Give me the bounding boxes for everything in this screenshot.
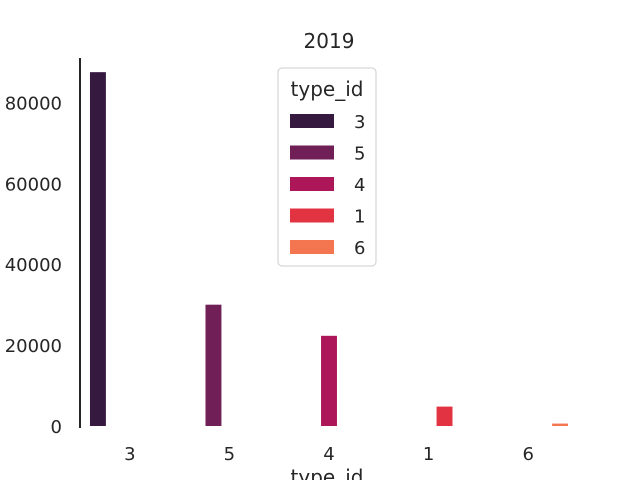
y-axis-ticks: 0 20000 40000 60000 80000 xyxy=(5,93,62,438)
chart-title: 2019 xyxy=(304,29,355,53)
y-tick-label: 80000 xyxy=(5,93,62,114)
bar xyxy=(552,423,569,426)
x-axis-label: type_id xyxy=(291,465,364,480)
bars xyxy=(89,72,569,427)
bar xyxy=(436,406,453,426)
legend-swatch xyxy=(290,114,334,128)
legend-entry-label: 6 xyxy=(354,238,365,259)
legend-title: type_id xyxy=(291,77,364,101)
y-tick-label: 0 xyxy=(51,417,62,438)
y-tick-label: 60000 xyxy=(5,174,62,195)
y-tick-label: 20000 xyxy=(5,336,62,357)
legend-entry-label: 4 xyxy=(354,175,365,196)
legend-swatch xyxy=(290,208,334,223)
x-tick-label: 6 xyxy=(522,444,533,465)
x-tick-label: 5 xyxy=(224,444,235,465)
x-tick-label: 1 xyxy=(423,444,434,465)
x-tick-label: 4 xyxy=(323,444,334,465)
x-tick-label: 3 xyxy=(124,444,135,465)
legend-entry-label: 5 xyxy=(354,144,365,165)
legend-entries: 3 5 4 1 6 xyxy=(290,112,365,259)
legend-entry-label: 3 xyxy=(354,112,365,133)
y-tick-label: 40000 xyxy=(5,255,62,276)
legend-swatch xyxy=(290,240,334,254)
bar xyxy=(205,304,222,426)
legend-swatch xyxy=(290,177,334,191)
bar xyxy=(321,335,337,426)
legend-swatch xyxy=(290,145,334,160)
x-axis-ticks: 3 5 4 1 6 xyxy=(124,444,534,465)
legend-entry-label: 1 xyxy=(354,207,365,228)
bar xyxy=(89,72,106,427)
legend: type_id 3 5 4 1 6 xyxy=(277,67,377,267)
